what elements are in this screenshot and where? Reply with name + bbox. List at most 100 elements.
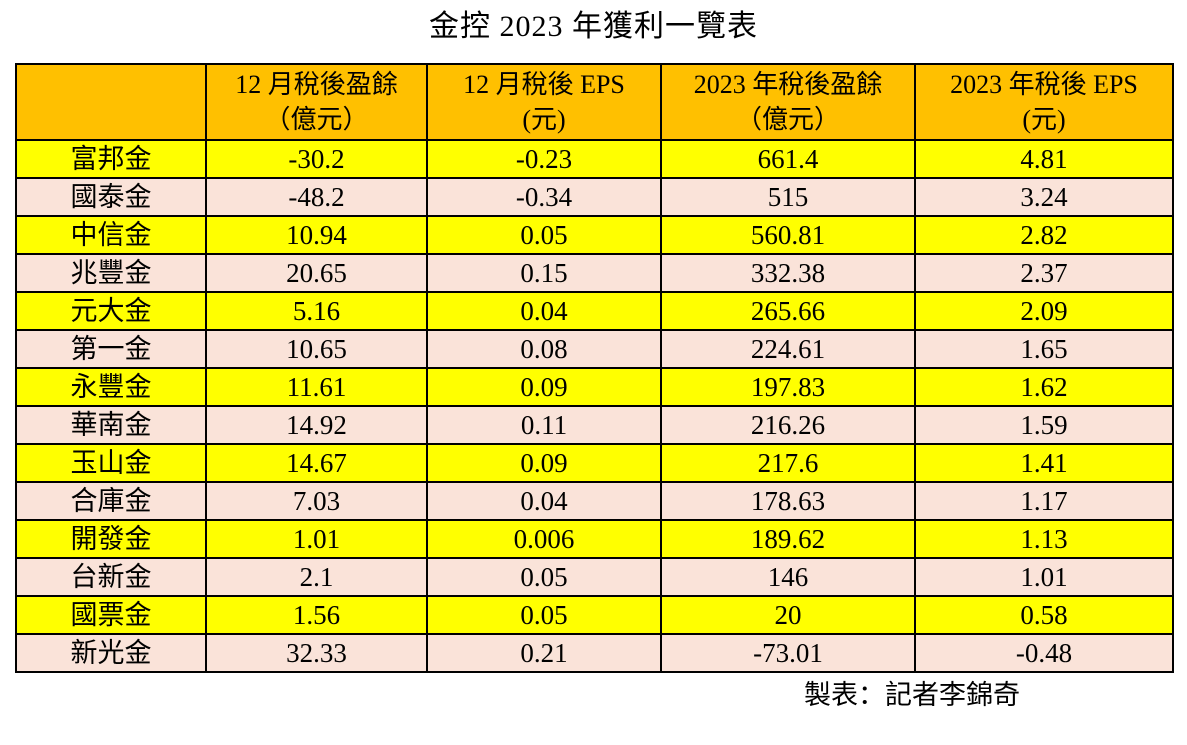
- value-cell: 5.16: [205, 291, 428, 331]
- value-cell: 14.67: [205, 443, 428, 483]
- table-row: 永豐金 11.61 0.09 197.83 1.62: [15, 367, 1174, 407]
- header-line1: 2023 年稅後 EPS: [950, 70, 1138, 99]
- table-row: 玉山金 14.67 0.09 217.6 1.41: [15, 443, 1174, 483]
- value-cell: 1.13: [914, 519, 1174, 559]
- value-cell: 217.6: [660, 443, 916, 483]
- value-cell: 224.61: [660, 329, 916, 369]
- company-name-cell: 永豐金: [15, 367, 207, 407]
- value-cell: 515: [660, 177, 916, 217]
- value-cell: 2.09: [914, 291, 1174, 331]
- value-cell: -0.23: [426, 139, 662, 179]
- company-name-cell: 台新金: [15, 557, 207, 597]
- header-line2: （億元）: [735, 105, 840, 134]
- value-cell: 661.4: [660, 139, 916, 179]
- value-cell: 14.92: [205, 405, 428, 445]
- company-name-cell: 中信金: [15, 215, 207, 255]
- value-cell: -48.2: [205, 177, 428, 217]
- company-name-cell: 開發金: [15, 519, 207, 559]
- header-cell-year-profit: 2023 年稅後盈餘 （億元）: [660, 63, 916, 141]
- company-name-cell: 國泰金: [15, 177, 207, 217]
- value-cell: -0.34: [426, 177, 662, 217]
- header-line1: 2023 年稅後盈餘: [693, 70, 883, 99]
- header-cell-dec-eps: 12 月稅後 EPS (元): [426, 63, 662, 141]
- value-cell: 0.09: [426, 367, 662, 407]
- value-cell: 560.81: [660, 215, 916, 255]
- table-body: 富邦金 -30.2 -0.23 661.4 4.81 國泰金 -48.2 -0.34 515 3.…: [15, 139, 1174, 673]
- value-cell: 1.01: [205, 519, 428, 559]
- table-header: 12 月稅後盈餘 （億元） 12 月稅後 EPS (元) 2023 年稅後盈餘 …: [15, 63, 1174, 141]
- company-name-cell: 新光金: [15, 633, 207, 673]
- header-row: 12 月稅後盈餘 （億元） 12 月稅後 EPS (元) 2023 年稅後盈餘 …: [15, 63, 1174, 141]
- header-line2: (元): [522, 105, 566, 134]
- table-row: 第一金 10.65 0.08 224.61 1.65: [15, 329, 1174, 369]
- value-cell: 0.006: [426, 519, 662, 559]
- table-row: 兆豐金 20.65 0.15 332.38 2.37: [15, 253, 1174, 293]
- value-cell: 178.63: [660, 481, 916, 521]
- company-name-cell: 兆豐金: [15, 253, 207, 293]
- value-cell: 1.01: [914, 557, 1174, 597]
- value-cell: 4.81: [914, 139, 1174, 179]
- value-cell: 1.41: [914, 443, 1174, 483]
- value-cell: 0.09: [426, 443, 662, 483]
- value-cell: 2.1: [205, 557, 428, 597]
- table-row: 開發金 1.01 0.006 189.62 1.13: [15, 519, 1174, 559]
- value-cell: 11.61: [205, 367, 428, 407]
- profit-table: 12 月稅後盈餘 （億元） 12 月稅後 EPS (元) 2023 年稅後盈餘 …: [15, 63, 1174, 673]
- value-cell: 0.58: [914, 595, 1174, 635]
- value-cell: 216.26: [660, 405, 916, 445]
- table-row: 華南金 14.92 0.11 216.26 1.59: [15, 405, 1174, 445]
- value-cell: 1.62: [914, 367, 1174, 407]
- value-cell: 20.65: [205, 253, 428, 293]
- page-title: 金控 2023 年獲利一覽表: [429, 10, 758, 43]
- value-cell: 265.66: [660, 291, 916, 331]
- value-cell: 1.17: [914, 481, 1174, 521]
- value-cell: 2.37: [914, 253, 1174, 293]
- company-name-cell: 華南金: [15, 405, 207, 445]
- header-line1: 12 月稅後盈餘: [235, 70, 398, 99]
- value-cell: -73.01: [660, 633, 916, 673]
- table-row: 國票金 1.56 0.05 20 0.58: [15, 595, 1174, 635]
- header-line1: 12 月稅後 EPS: [463, 70, 625, 99]
- value-cell: 0.04: [426, 481, 662, 521]
- value-cell: 0.05: [426, 595, 662, 635]
- value-cell: 3.24: [914, 177, 1174, 217]
- value-cell: 0.08: [426, 329, 662, 369]
- company-name-cell: 玉山金: [15, 443, 207, 483]
- value-cell: -0.48: [914, 633, 1174, 673]
- table-row: 富邦金 -30.2 -0.23 661.4 4.81: [15, 139, 1174, 179]
- value-cell: 0.21: [426, 633, 662, 673]
- value-cell: 146: [660, 557, 916, 597]
- company-name-cell: 富邦金: [15, 139, 207, 179]
- value-cell: -30.2: [205, 139, 428, 179]
- header-cell-year-eps: 2023 年稅後 EPS (元): [914, 63, 1174, 141]
- company-name-cell: 元大金: [15, 291, 207, 331]
- value-cell: 1.59: [914, 405, 1174, 445]
- value-cell: 197.83: [660, 367, 916, 407]
- page: 金控 2023 年獲利一覽表 12 月稅後盈餘 （億元） 12 月稅後 EPS: [15, 10, 1174, 710]
- value-cell: 10.94: [205, 215, 428, 255]
- credit-line: 製表：記者李錦奇: [804, 680, 1020, 710]
- header-line2: （億元）: [264, 105, 369, 134]
- value-cell: 0.05: [426, 557, 662, 597]
- value-cell: 1.56: [205, 595, 428, 635]
- value-cell: 0.15: [426, 253, 662, 293]
- value-cell: 20: [660, 595, 916, 635]
- company-name-cell: 合庫金: [15, 481, 207, 521]
- table-row: 台新金 2.1 0.05 146 1.01: [15, 557, 1174, 597]
- value-cell: 32.33: [205, 633, 428, 673]
- header-line2: (元): [1022, 105, 1066, 134]
- company-name-cell: 國票金: [15, 595, 207, 635]
- table-row: 國泰金 -48.2 -0.34 515 3.24: [15, 177, 1174, 217]
- header-cell-dec-profit: 12 月稅後盈餘 （億元）: [205, 63, 428, 141]
- table-row: 新光金 32.33 0.21 -73.01 -0.48: [15, 633, 1174, 673]
- table-row: 中信金 10.94 0.05 560.81 2.82: [15, 215, 1174, 255]
- value-cell: 332.38: [660, 253, 916, 293]
- header-cell-company: [15, 63, 207, 141]
- company-name-cell: 第一金: [15, 329, 207, 369]
- value-cell: 0.11: [426, 405, 662, 445]
- table-row: 元大金 5.16 0.04 265.66 2.09: [15, 291, 1174, 331]
- table-row: 合庫金 7.03 0.04 178.63 1.17: [15, 481, 1174, 521]
- value-cell: 1.65: [914, 329, 1174, 369]
- value-cell: 0.05: [426, 215, 662, 255]
- value-cell: 2.82: [914, 215, 1174, 255]
